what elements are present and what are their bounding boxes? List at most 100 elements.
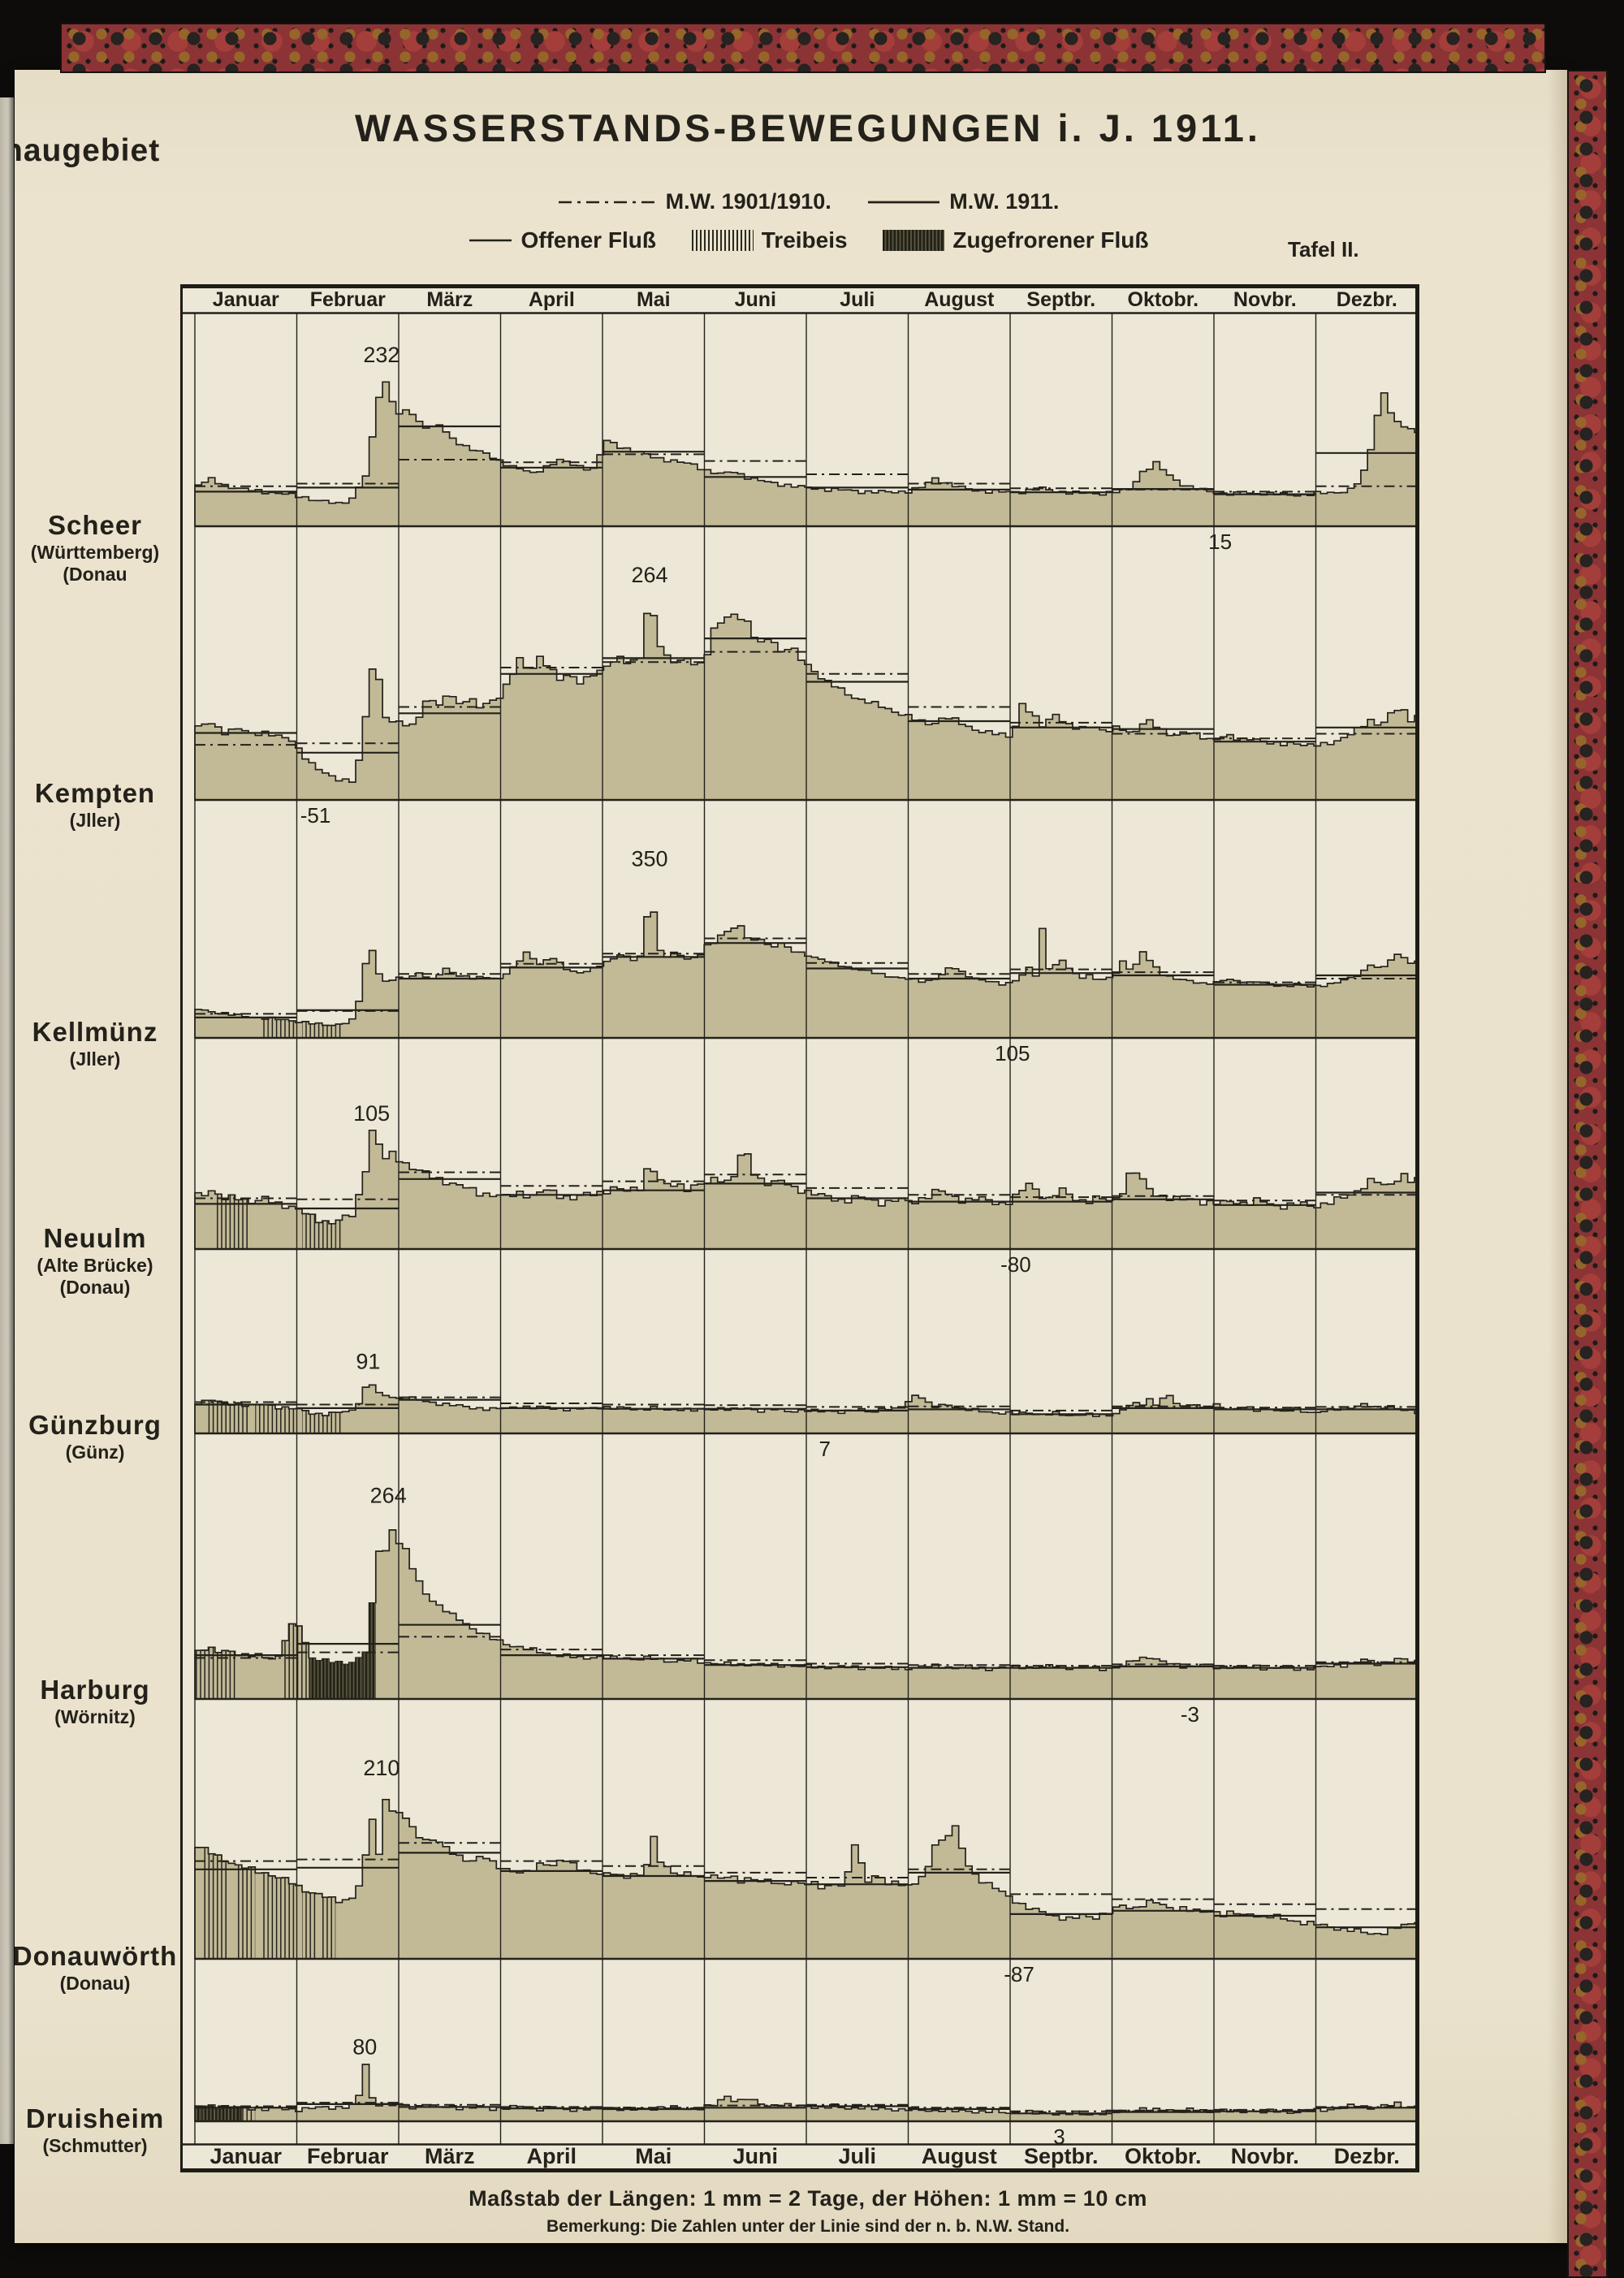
ice-patch-treibeis: [275, 1019, 283, 1038]
peak-label: 80: [352, 2035, 377, 2060]
low-water-label: -80: [1000, 1252, 1031, 1277]
station-river: (Württemberg): [30, 541, 160, 563]
month-label-top: Oktobr.: [1128, 288, 1199, 311]
ice-patch-treibeis: [214, 1652, 222, 1699]
month-label-top: Juni: [735, 288, 776, 311]
station-label-neuulm: Neuulm (Alte Brücke) (Donau): [15, 1223, 200, 1299]
station-label-harburg: Harburg (Wörnitz): [15, 1675, 200, 1728]
ice-patch-zugefroren: [214, 2109, 222, 2121]
station-river: (Donau): [59, 1277, 131, 1299]
low-water-label: -87: [1004, 1962, 1034, 1986]
low-water-label: 15: [1208, 530, 1232, 554]
page-title: WASSERSTANDS-BEWEGUNGEN i. J. 1911.: [355, 106, 1261, 149]
ice-patch-treibeis: [282, 1640, 289, 1699]
ice-patch-treibeis: [261, 1873, 269, 1959]
ice-patch-treibeis: [248, 2110, 256, 2121]
ice-patch-treibeis: [208, 1400, 215, 1433]
hydrograph-chart: Januar Januar Februar Februar März März April A…: [179, 276, 1436, 2185]
station-name: Neuulm: [43, 1223, 147, 1253]
ice-patch-treibeis: [241, 1199, 249, 1249]
ice-patch-treibeis: [282, 1878, 289, 1959]
ice-patch-treibeis: [241, 2107, 249, 2121]
ice-patch-treibeis: [201, 1847, 209, 1959]
month-label-top: Januar: [213, 288, 279, 311]
open-river-line-sample: [469, 239, 512, 241]
ice-patch-treibeis: [255, 1404, 262, 1433]
ice-patch-treibeis: [335, 1024, 343, 1038]
ice-patch-treibeis: [329, 1025, 336, 1038]
ice-patch-treibeis: [322, 1025, 330, 1038]
peak-label: 91: [356, 1350, 380, 1374]
ice-patch-zugefroren: [201, 2106, 209, 2121]
month-label-top: Novbr.: [1233, 288, 1297, 311]
peak-label: 232: [363, 343, 400, 367]
ice-patch-treibeis: [322, 1416, 330, 1433]
ice-patch-treibeis: [222, 1861, 229, 1959]
remark-note: Bemerkung: Die Zahlen unter der Linie si…: [546, 2217, 1070, 2236]
ice-patch-zugefroren: [222, 2105, 229, 2121]
station-name: Harburg: [40, 1675, 150, 1705]
book-cover-marble-top: [60, 23, 1546, 73]
month-label-top: März: [426, 288, 473, 311]
month-label-bottom: Oktobr.: [1125, 2144, 1202, 2168]
month-label-bottom: Februar: [307, 2144, 389, 2168]
ice-patch-treibeis: [335, 1220, 343, 1249]
station-label-kempten: Kempten (Jller): [15, 778, 200, 832]
station-name: Druisheim: [25, 2103, 165, 2133]
station-river: (Jller): [69, 1048, 121, 1070]
ice-patch-treibeis: [322, 1897, 330, 1959]
ice-patch-zugefroren: [195, 2106, 202, 2121]
month-label-top: April: [529, 288, 575, 311]
station-name: Günzburg: [28, 1410, 162, 1440]
station-label-kellmünz: Kellmünz (Jller): [15, 1017, 200, 1070]
legend-ice: Offener Fluß Treibeis Zugefrorener Fluß: [180, 226, 1436, 253]
ice-patch-treibeis: [302, 1891, 309, 1959]
ice-patch-treibeis: [295, 1626, 303, 1699]
plate-label: Tafel II.: [1288, 237, 1359, 262]
ice-patch-treibeis: [248, 1866, 256, 1959]
ice-patch-treibeis: [315, 1413, 322, 1433]
ice-patch-zugefroren: [356, 1658, 363, 1699]
station-label-donauwörth: Donauwörth (Donau): [15, 1941, 200, 1995]
station-name: Kempten: [34, 778, 156, 808]
month-label-bottom: März: [425, 2144, 475, 2168]
ice-patch-treibeis: [309, 1892, 316, 1959]
station-name: Kellmünz: [32, 1017, 158, 1047]
peak-label: 264: [370, 1483, 407, 1507]
ice-patch-treibeis: [261, 1404, 269, 1433]
ice-patch-treibeis: [268, 1875, 276, 1959]
ice-patch-treibeis: [241, 1406, 249, 1433]
ice-patch-treibeis: [288, 1883, 296, 1959]
treibeis-label: Treibeis: [761, 227, 848, 253]
month-label-bottom: Juli: [839, 2144, 877, 2168]
dashdot-line-sample: [558, 201, 656, 204]
ice-patch-treibeis: [302, 1410, 309, 1433]
ice-patch-treibeis: [275, 1878, 283, 1959]
month-label-bottom: Mai: [635, 2144, 672, 2168]
month-label-top: August: [924, 288, 995, 311]
station-name: Scheer: [47, 510, 143, 540]
ice-patch-treibeis: [222, 1403, 229, 1433]
peak-label: 210: [363, 1756, 400, 1780]
ice-patch-zugefroren: [362, 1652, 369, 1699]
solid-line-sample: [868, 201, 940, 204]
ice-patch-treibeis: [335, 1412, 343, 1433]
chart-frame: [179, 284, 1419, 2172]
ice-patch-treibeis: [235, 1200, 242, 1249]
month-label-bottom: Novbr.: [1231, 2144, 1299, 2168]
month-label-top: Juli: [840, 288, 875, 311]
atlas-page: naugebiet WASSERSTANDS-BEWEGUNGEN i. J. …: [15, 70, 1569, 2243]
ice-patch-zugefroren: [315, 1660, 322, 1699]
ice-patch-zugefroren: [335, 1661, 343, 1699]
ice-patch-treibeis: [228, 1651, 235, 1699]
ice-patch-zugefroren: [348, 1662, 356, 1699]
station-label-druisheim: Druisheim (Schmutter): [15, 2103, 200, 2157]
mw-1911-label: M.W. 1911.: [949, 189, 1060, 214]
month-label-bottom: Juni: [733, 2144, 779, 2168]
month-label-top: Dezbr.: [1337, 288, 1397, 311]
ice-patch-treibeis: [214, 1401, 222, 1433]
month-label-bottom: August: [922, 2144, 997, 2168]
ice-patch-treibeis: [201, 1650, 209, 1699]
ice-patch-treibeis: [214, 1855, 222, 1959]
